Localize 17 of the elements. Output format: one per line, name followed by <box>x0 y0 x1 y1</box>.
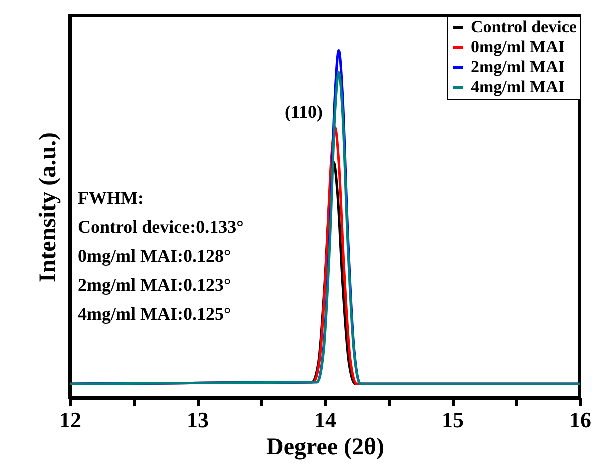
x-tick-label: 14 <box>314 408 336 432</box>
annotation: FWHM: <box>78 188 144 208</box>
x-tick-label: 12 <box>60 408 82 432</box>
x-axis-title: Degree (2θ) <box>266 434 385 460</box>
annotation: 2mg/ml MAI:0.123° <box>78 275 232 295</box>
legend-label: 0mg/ml MAI <box>471 38 566 56</box>
x-tick-label: 15 <box>442 408 464 432</box>
legend-label: 4mg/ml MAI <box>471 78 566 96</box>
legend-label: 2mg/ml MAI <box>471 58 566 76</box>
annotation: (110) <box>285 102 323 122</box>
annotation: 0mg/ml MAI:0.128° <box>78 246 232 266</box>
annotation: Control device:0.133° <box>78 217 244 237</box>
y-axis-title: Intensity (a.u.) <box>36 132 62 283</box>
annotation: 4mg/ml MAI:0.125° <box>78 304 232 324</box>
x-tick-label: 16 <box>570 408 592 432</box>
x-tick-label: 13 <box>187 408 209 432</box>
legend-label: Control device <box>471 18 578 36</box>
